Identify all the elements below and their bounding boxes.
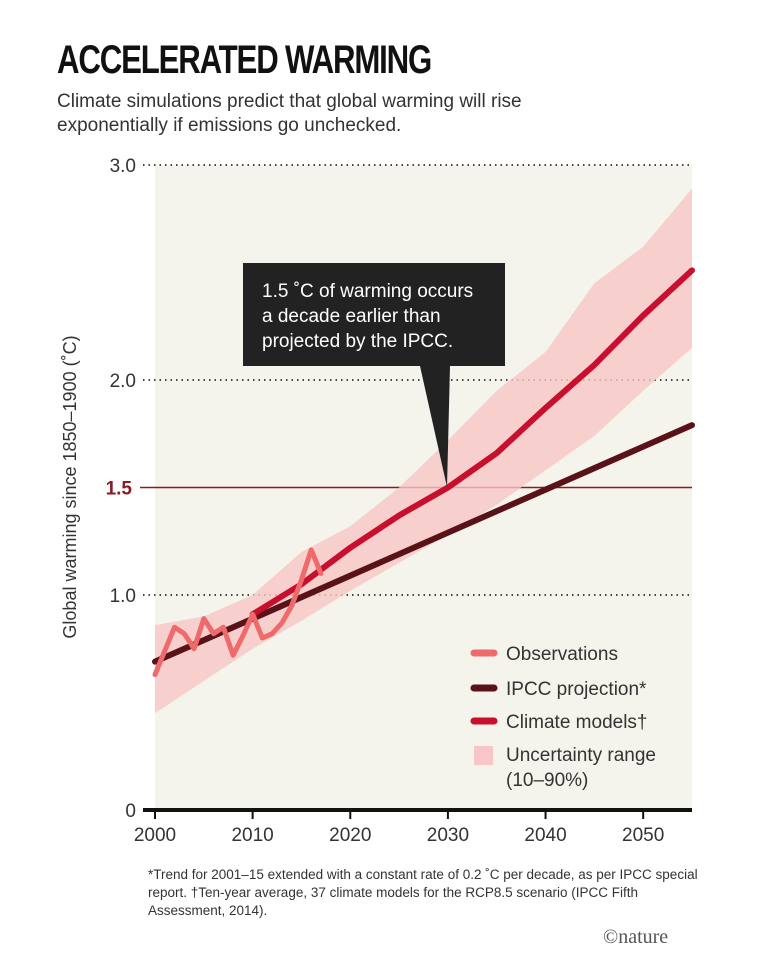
y-tick-label: 3.0 [110,156,136,177]
footnote: *Trend for 2001–15 extended with a const… [148,867,698,918]
chart-title: ACCELERATED WARMING [57,38,432,82]
legend-label: Observations [506,644,618,665]
series-line-observations [152,547,324,678]
y-tick-label: 1.5 [106,479,133,500]
y-tick-label: 1.0 [110,586,136,607]
uncertainty-band [155,188,692,714]
annotation-text: projected by the IPCC. [262,331,453,352]
x-tick-label: 2050 [622,825,664,846]
x-tick-label: 2020 [329,825,371,846]
legend-swatch [474,746,493,765]
legend-label: (10–90%) [506,770,588,791]
nature-logo: ©nature [603,926,669,948]
legend-label: Uncertainty range [506,745,656,766]
legend-label: Climate models† [506,712,648,733]
y-tick-label: 2.0 [110,371,136,392]
annotation-box [243,263,505,487]
y-tick-label: 0 [125,801,136,822]
x-tick-label: 2000 [134,825,176,846]
x-tick-label: 2040 [524,825,566,846]
annotation-text: 1.5 ˚C of warming occurs [262,281,473,302]
y-axis-label: Global warming since 1850–1900 (˚C) [60,335,80,638]
x-tick-label: 2010 [231,825,273,846]
x-tick-label: 2030 [427,825,469,846]
series-line-ipcc-projection [152,422,695,665]
annotation-text: a decade earlier than [262,306,441,327]
chart-subtitle: Climate simulations predict that global … [57,91,522,136]
legend-label: IPCC projection* [506,679,647,700]
series-line-climate-models [249,267,695,618]
